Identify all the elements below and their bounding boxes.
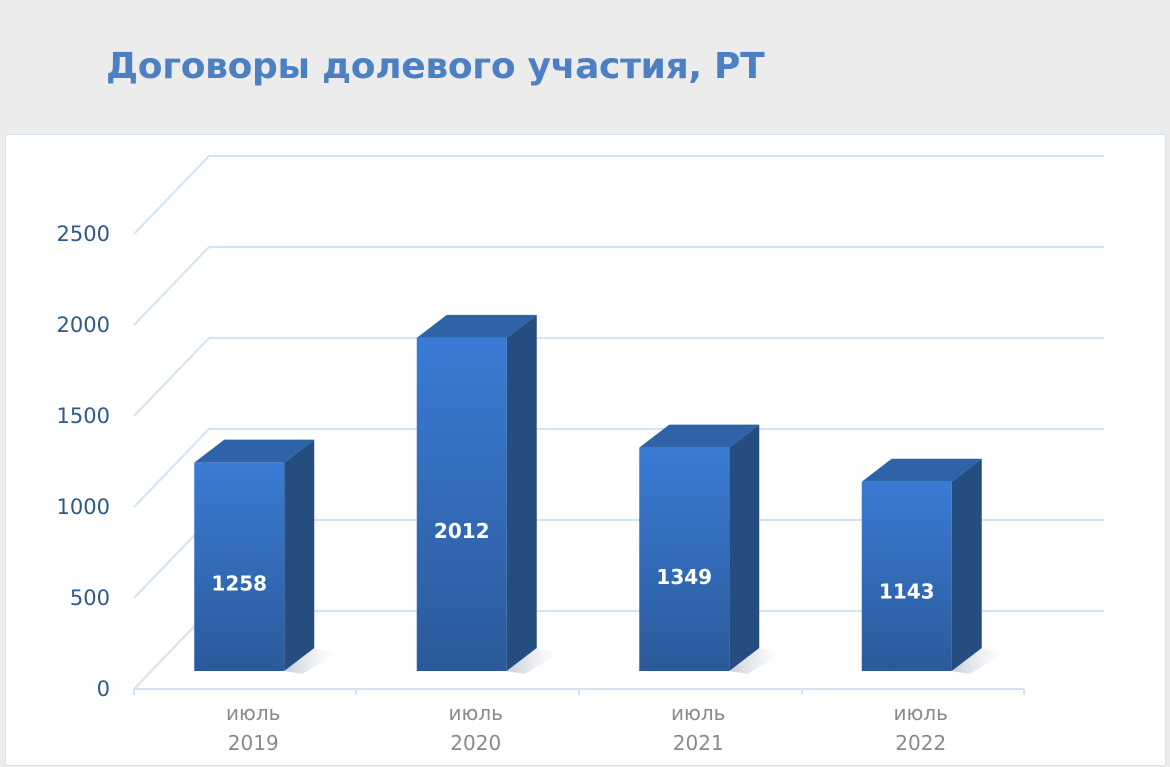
bar-shadow (729, 648, 782, 674)
bar-shadow (506, 648, 559, 674)
bar (194, 439, 337, 674)
bar-top (416, 314, 537, 338)
x-category-year: 2020 (450, 731, 501, 755)
bar-front (416, 337, 507, 671)
chart-title: Договоры долевого участия, РТ (106, 46, 765, 87)
y-tick-label: 1000 (57, 495, 110, 519)
gridline (133, 428, 1104, 508)
x-category-year: 2019 (228, 731, 279, 755)
gridline (133, 337, 1104, 417)
gridline (133, 155, 1104, 235)
x-category-label: июль (449, 701, 503, 725)
y-tick-label: 1500 (57, 404, 110, 428)
data-label: 1349 (656, 565, 712, 589)
bar (639, 424, 782, 674)
bar-side (506, 314, 537, 671)
x-category-label: июль (894, 701, 948, 725)
y-tick-label: 2000 (57, 313, 110, 337)
x-category-label: июль (226, 701, 280, 725)
y-tick-label: 500 (70, 586, 110, 610)
bar (861, 458, 1004, 674)
bar-side (951, 458, 982, 671)
bar-front (861, 481, 952, 671)
bar-top (194, 439, 315, 463)
gridline (133, 246, 1104, 326)
x-category-year: 2021 (673, 731, 724, 755)
data-label: 1258 (211, 572, 267, 596)
data-label: 1143 (879, 580, 935, 604)
y-tick-label: 2500 (57, 222, 110, 246)
y-tick-label: 0 (97, 677, 110, 701)
bar-chart: 0 500 1000 1500 2000 2500 1258 июль 2019 2012 июл… (57, 155, 1104, 755)
bar-front (194, 462, 285, 671)
bar-shadow (951, 648, 1004, 674)
bar-front (639, 447, 730, 671)
x-category-year: 2022 (895, 731, 946, 755)
bar-top (639, 424, 760, 448)
bar-side (729, 424, 760, 671)
chart-panel: 0 500 1000 1500 2000 2500 1258 июль 2019 2012 июл… (5, 134, 1166, 766)
bar-top (861, 458, 982, 482)
bar-side (284, 439, 315, 671)
bar (416, 314, 559, 674)
x-category-label: июль (671, 701, 725, 725)
data-label: 2012 (434, 519, 490, 543)
bar-shadow (284, 648, 337, 674)
